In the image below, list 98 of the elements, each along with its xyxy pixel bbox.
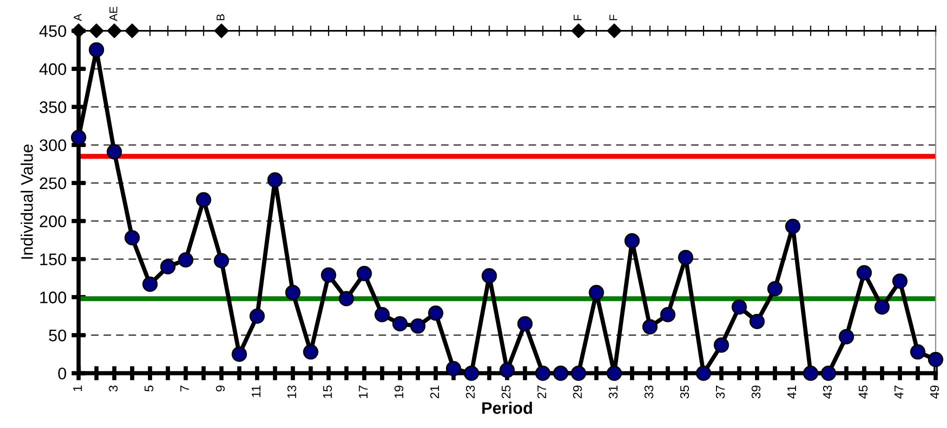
x-tick-label: 17: [358, 386, 368, 398]
y-tick-label: 350: [40, 101, 66, 114]
point: [178, 252, 194, 268]
annotation: B: [216, 14, 224, 20]
point: [499, 362, 515, 378]
point: [767, 281, 783, 296]
y-tick-label: 100: [40, 292, 66, 304]
point: [88, 42, 104, 58]
x-tick-label: 3: [108, 386, 118, 392]
x-tick-label: 41: [787, 386, 796, 399]
x-tick-label: 5: [144, 386, 154, 392]
point: [232, 346, 247, 362]
x-tick-label: 31: [608, 386, 618, 398]
x-tick-label: 21: [430, 386, 439, 398]
point: [107, 24, 122, 38]
point: [124, 230, 140, 246]
point: [106, 144, 122, 160]
point: [571, 24, 586, 38]
point: [89, 24, 104, 38]
y-tick-label: 250: [40, 177, 66, 190]
point: [785, 218, 800, 234]
point: [214, 252, 230, 268]
x-tick-label: 29: [573, 386, 582, 398]
point: [749, 314, 765, 330]
x-tick-label: 43: [823, 386, 832, 399]
point: [910, 344, 926, 360]
point: [696, 366, 712, 381]
x-tick-label: 1: [73, 386, 82, 392]
x-tick-label: 47: [894, 386, 904, 399]
point: [428, 305, 444, 321]
point: [553, 366, 568, 381]
x-tick-label: 49: [930, 386, 939, 399]
x-axis-title: Period: [482, 402, 532, 414]
y-tick-label: 50: [48, 330, 66, 342]
x-tick-label: 23: [466, 386, 475, 398]
x-tick-label: 25: [502, 386, 510, 398]
point: [196, 192, 212, 208]
y-tick-label: 200: [40, 215, 66, 228]
x-tick-label: 35: [680, 386, 690, 398]
x-tick-label: 13: [287, 386, 296, 398]
point: [250, 308, 265, 324]
point: [410, 318, 426, 334]
x-tick-label: 45: [858, 386, 868, 399]
x-tick-label: 19: [394, 386, 404, 398]
point: [856, 265, 872, 280]
point: [732, 299, 747, 315]
annotation: AE: [110, 6, 118, 22]
x-tick-label: 27: [537, 386, 546, 398]
point: [214, 24, 229, 38]
y-tick-label: 300: [40, 139, 66, 152]
x-tick-label: 15: [323, 386, 332, 398]
point: [838, 329, 854, 344]
point: [356, 266, 372, 282]
point: [285, 284, 300, 300]
point: [338, 291, 354, 306]
y-tick-label: 0: [58, 368, 66, 380]
x-tick-label: 11: [252, 386, 260, 398]
point: [392, 316, 408, 332]
point: [892, 274, 908, 289]
point: [874, 299, 890, 315]
point: [642, 319, 658, 334]
point: [267, 172, 283, 188]
x-tick-label: 7: [180, 386, 189, 392]
point: [606, 366, 622, 381]
x-tick-label: 37: [716, 386, 725, 398]
point: [70, 130, 86, 145]
x-tick-label: 39: [752, 386, 760, 398]
point: [374, 306, 390, 322]
point: [606, 24, 622, 38]
point: [624, 233, 640, 248]
point: [714, 337, 730, 353]
point: [464, 366, 480, 381]
point: [160, 259, 176, 274]
point: [803, 366, 818, 381]
y-axis-title: Individual Value: [20, 144, 33, 259]
point: [678, 250, 694, 266]
point: [71, 24, 86, 38]
point: [820, 366, 836, 381]
point: [570, 366, 586, 381]
x-tick-label: 9: [216, 386, 225, 392]
point: [124, 24, 140, 38]
point: [320, 267, 336, 283]
point: [303, 344, 318, 360]
x-tick-label: 33: [644, 386, 654, 398]
point: [482, 268, 497, 284]
y-tick-label: 450: [39, 25, 66, 38]
point: [660, 306, 676, 322]
y-tick-label: 150: [40, 253, 66, 266]
point: [517, 316, 533, 332]
annotation: A: [74, 14, 82, 22]
point: [928, 352, 944, 368]
y-tick-label: 400: [39, 63, 66, 76]
annotation: F: [609, 14, 618, 20]
point: [535, 366, 550, 381]
point: [588, 284, 604, 300]
annotation: F: [574, 14, 582, 20]
point: [142, 276, 158, 292]
point: [446, 361, 462, 376]
